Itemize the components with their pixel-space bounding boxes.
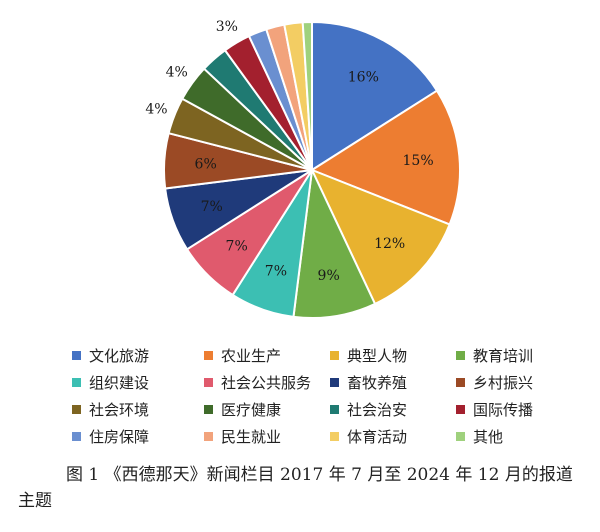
pie-slice-label-4: 7% — [265, 263, 287, 279]
legend-swatch-15 — [456, 432, 465, 441]
legend-swatch-13 — [204, 432, 213, 441]
legend-swatch-4 — [72, 378, 81, 387]
pie-slice-label-7: 6% — [195, 156, 217, 172]
pie-slice-0 — [311, 20, 439, 172]
pie-slice-label-1: 15% — [403, 153, 434, 169]
legend-item-4: 组织建设 — [72, 372, 149, 393]
legend-swatch-11 — [456, 405, 465, 414]
legend-label-15: 其他 — [473, 428, 504, 446]
pie-slice-label-8: 4% — [145, 101, 167, 117]
legend-swatch-10 — [330, 405, 339, 414]
legend-item-9: 医疗健康 — [204, 399, 281, 420]
legend-swatch-3 — [456, 351, 465, 360]
pie-slice-1 — [309, 89, 461, 226]
pie-slice-15 — [301, 20, 313, 171]
legend-item-12: 住房保障 — [72, 426, 149, 447]
legend-swatch-5 — [204, 378, 213, 387]
legend-label-13: 民生就业 — [221, 428, 282, 446]
legend-item-7: 乡村振兴 — [456, 372, 533, 393]
legend-label-7: 乡村振兴 — [473, 374, 534, 392]
legend-item-11: 国际传播 — [456, 399, 533, 420]
legend-item-1: 农业生产 — [204, 345, 281, 366]
legend-swatch-14 — [330, 432, 339, 441]
legend-swatch-0 — [72, 351, 81, 360]
legend-label-14: 体育活动 — [347, 428, 408, 446]
legend-swatch-2 — [330, 351, 339, 360]
legend-label-5: 社会公共服务 — [221, 374, 312, 392]
legend-item-15: 其他 — [456, 426, 503, 447]
legend-swatch-6 — [330, 378, 339, 387]
pie-slice-label-2: 12% — [374, 236, 405, 252]
pie-slice-label-3: 9% — [318, 268, 340, 284]
pie-slice-label-5: 7% — [226, 238, 248, 254]
legend-item-8: 社会环境 — [72, 399, 149, 420]
pie-slice-2 — [310, 168, 451, 306]
pie-slice-3 — [292, 166, 377, 319]
legend-label-11: 国际传播 — [473, 401, 534, 419]
legend-item-0: 文化旅游 — [72, 345, 149, 366]
legend-item-13: 民生就业 — [204, 426, 281, 447]
legend-swatch-1 — [204, 351, 213, 360]
legend-label-4: 组织建设 — [89, 374, 150, 392]
legend-item-14: 体育活动 — [330, 426, 407, 447]
pie-slice-label-9: 4% — [166, 65, 188, 81]
legend-label-0: 文化旅游 — [89, 347, 150, 365]
legend-item-2: 典型人物 — [330, 345, 407, 366]
legend-label-2: 典型人物 — [347, 347, 408, 365]
pie-slice-label-6: 7% — [201, 199, 223, 215]
legend-label-3: 教育培训 — [473, 347, 534, 365]
legend-item-3: 教育培训 — [456, 345, 533, 366]
legend-swatch-9 — [204, 405, 213, 414]
legend-item-6: 畜牧养殖 — [330, 372, 407, 393]
legend-swatch-12 — [72, 432, 81, 441]
legend-label-6: 畜牧养殖 — [347, 374, 408, 392]
legend-label-1: 农业生产 — [221, 347, 282, 365]
pie-slice-label-11: 3% — [216, 19, 238, 35]
legend-item-10: 社会治安 — [330, 399, 407, 420]
legend-swatch-7 — [456, 378, 465, 387]
figure-caption: 图 1 《西德那天》新闻栏目 2017 年 7 月至 2024 年 12 月的报… — [18, 465, 573, 511]
legend-label-9: 医疗健康 — [221, 401, 282, 419]
legend-label-12: 住房保障 — [89, 428, 150, 446]
pie-slice-label-0: 16% — [348, 70, 379, 86]
legend-label-8: 社会环境 — [89, 401, 150, 419]
pie-chart: 16% 15% 12% 9% 7% 7% 7% 6% 4% 4% 3% — [145, 19, 461, 319]
legend-label-10: 社会治安 — [347, 401, 408, 419]
legend-item-5: 社会公共服务 — [204, 372, 311, 393]
legend-swatch-8 — [72, 405, 81, 414]
